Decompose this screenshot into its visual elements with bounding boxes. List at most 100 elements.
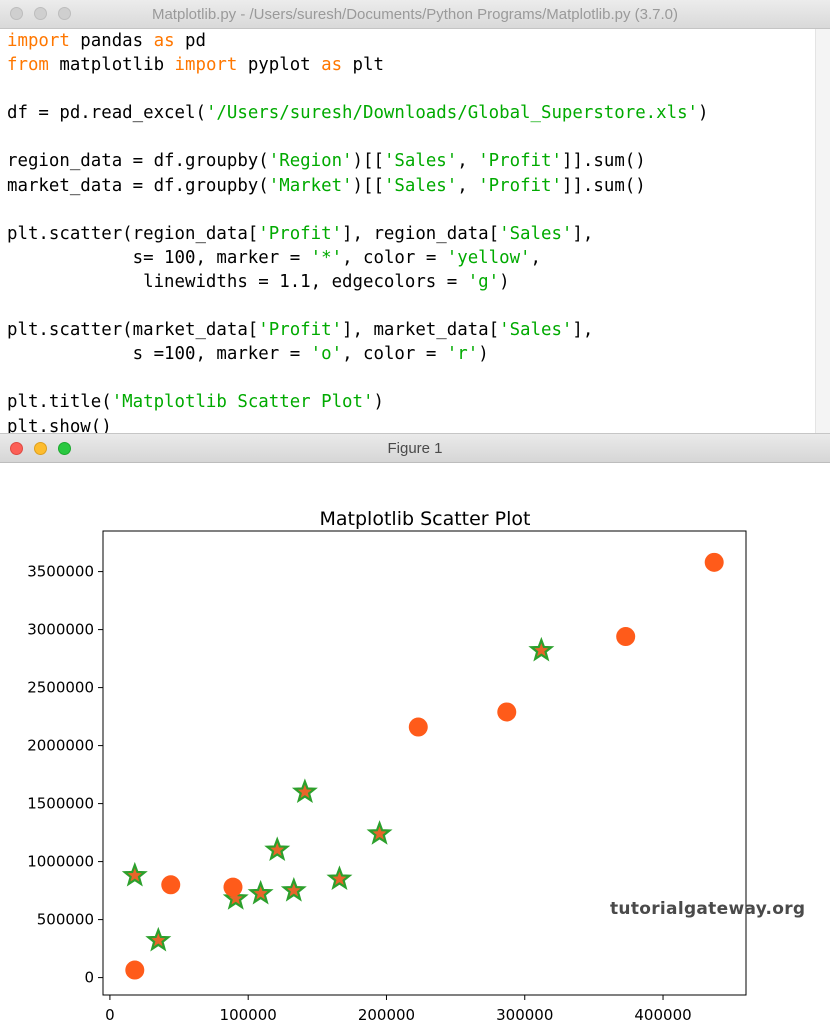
code-editor-text[interactable]: import pandas as pd from matplotlib impor… xyxy=(7,29,709,439)
region-point xyxy=(121,861,148,887)
code-string: 'Matplotlib Scatter Plot' xyxy=(111,392,374,413)
code-string: '*' xyxy=(310,247,343,268)
code-token: plt.title( xyxy=(7,392,112,413)
code-token: , color = xyxy=(342,344,447,365)
code-token: plt.show() xyxy=(7,416,112,437)
figure-titlebar: Figure 1 xyxy=(0,433,830,463)
minimize-window-button[interactable] xyxy=(34,7,47,20)
y-tick-label: 2500000 xyxy=(27,679,94,697)
region-point xyxy=(222,885,249,910)
figure-minimize-button[interactable] xyxy=(34,442,47,455)
x-tick-label: 0 xyxy=(105,1006,115,1024)
code-string: 'Sales' xyxy=(383,175,458,196)
plot-area xyxy=(102,530,747,996)
y-tick-label: 1000000 xyxy=(27,853,94,871)
region-point xyxy=(291,778,318,804)
editor-window: Matplotlib.py - /Users/suresh/Documents/… xyxy=(0,0,830,437)
editor-scrollbar[interactable] xyxy=(815,29,830,433)
code-string: 'Profit' xyxy=(258,223,343,244)
code-token: , xyxy=(457,151,479,172)
code-keyword: as xyxy=(321,55,343,76)
figure-close-button[interactable] xyxy=(10,442,23,455)
close-window-button[interactable] xyxy=(10,7,23,20)
code-line: df = pd.read_excel('/Users/suresh/Downlo… xyxy=(7,101,709,125)
code-string: 'Sales' xyxy=(383,151,458,172)
code-token: ) xyxy=(698,103,709,124)
x-tick-label: 300000 xyxy=(496,1006,553,1024)
code-token: ]].sum() xyxy=(561,175,646,196)
code-token: ) xyxy=(499,271,510,292)
code-token: ], xyxy=(572,223,594,244)
market-point xyxy=(408,717,428,737)
code-keyword: as xyxy=(153,31,175,51)
market-point xyxy=(125,960,145,980)
code-line: s= 100, marker = '*', color = 'yellow', xyxy=(7,246,709,270)
market-point xyxy=(616,627,636,647)
watermark-text: tutorialgateway.org xyxy=(610,899,806,919)
code-string: 'Profit' xyxy=(258,320,343,341)
code-string: 'Profit' xyxy=(478,151,562,172)
code-token: )[[ xyxy=(352,175,384,196)
code-token: plt.scatter(market_data[ xyxy=(7,320,259,341)
code-line: import pandas as pd xyxy=(7,29,709,53)
x-tick-label: 200000 xyxy=(358,1006,415,1024)
zoom-window-button[interactable] xyxy=(58,7,71,20)
market-point xyxy=(497,702,517,722)
code-token: ], xyxy=(572,320,594,341)
region-point xyxy=(145,926,172,952)
code-line: plt.scatter(market_data['Profit'], marke… xyxy=(7,318,709,342)
code-token: , color = xyxy=(342,247,447,268)
code-line: market_data = df.groupby('Market')[['Sal… xyxy=(7,174,709,198)
chart-title: Matplotlib Scatter Plot xyxy=(320,508,531,530)
region-point xyxy=(528,636,555,662)
region-point xyxy=(366,820,393,845)
code-token: linewidths = 1.1, edgecolors = xyxy=(7,271,468,292)
y-tick-label: 0 xyxy=(84,969,94,987)
code-line: from matplotlib import pyplot as plt xyxy=(7,53,709,77)
x-tick-label: 100000 xyxy=(220,1006,277,1024)
code-string: 'Sales' xyxy=(499,223,573,244)
region-point xyxy=(247,879,274,905)
code-string: 'Sales' xyxy=(499,320,573,341)
region-point xyxy=(264,836,291,862)
code-token: s= 100, marker = xyxy=(7,247,311,268)
code-token: plt.scatter(region_data[ xyxy=(7,223,259,244)
code-token: ], region_data[ xyxy=(342,223,500,244)
scatter-chart: Matplotlib Scatter Plot 0 100000 200000 300… xyxy=(27,508,747,1024)
code-token: pd xyxy=(174,31,206,51)
code-token: ]].sum() xyxy=(561,151,646,172)
y-tick-label: 3500000 xyxy=(27,563,94,581)
code-string: 'r' xyxy=(446,344,479,365)
x-tick-label: 400000 xyxy=(634,1006,691,1024)
y-tick-label: 3000000 xyxy=(27,621,94,639)
code-token: region_data = df.groupby( xyxy=(7,151,269,172)
code-string: 'o' xyxy=(310,344,343,365)
code-token: market_data = df.groupby( xyxy=(7,175,269,196)
code-string: 'g' xyxy=(467,271,500,292)
code-keyword: import xyxy=(174,55,238,76)
code-line xyxy=(7,125,709,149)
code-token: ], market_data[ xyxy=(342,320,500,341)
code-line: plt.show() xyxy=(7,415,709,439)
editor-titlebar: Matplotlib.py - /Users/suresh/Documents/… xyxy=(0,0,830,29)
market-point xyxy=(223,877,243,897)
code-keyword: from xyxy=(7,55,49,76)
figure-window-title: Figure 1 xyxy=(387,440,443,457)
editor-window-title: Matplotlib.py - /Users/suresh/Documents/… xyxy=(151,6,679,23)
code-line: linewidths = 1.1, edgecolors = 'g') xyxy=(7,270,709,294)
code-token: matplotlib xyxy=(48,55,175,76)
code-line xyxy=(7,77,709,101)
figure-zoom-button[interactable] xyxy=(58,442,71,455)
code-token: ) xyxy=(373,392,384,413)
code-line: region_data = df.groupby('Region')[['Sal… xyxy=(7,149,709,173)
y-tick-label: 500000 xyxy=(37,911,94,929)
code-keyword: import xyxy=(7,31,70,51)
code-line: plt.scatter(region_data['Profit'], regio… xyxy=(7,222,709,246)
code-token: )[[ xyxy=(352,151,384,172)
market-point xyxy=(161,875,181,895)
y-tick-label: 1500000 xyxy=(27,795,94,813)
code-string: 'Region' xyxy=(268,151,353,172)
code-string: 'yellow' xyxy=(446,247,531,268)
code-line xyxy=(7,294,709,318)
code-string: '/Users/suresh/Downloads/Global_Supersto… xyxy=(205,103,699,124)
